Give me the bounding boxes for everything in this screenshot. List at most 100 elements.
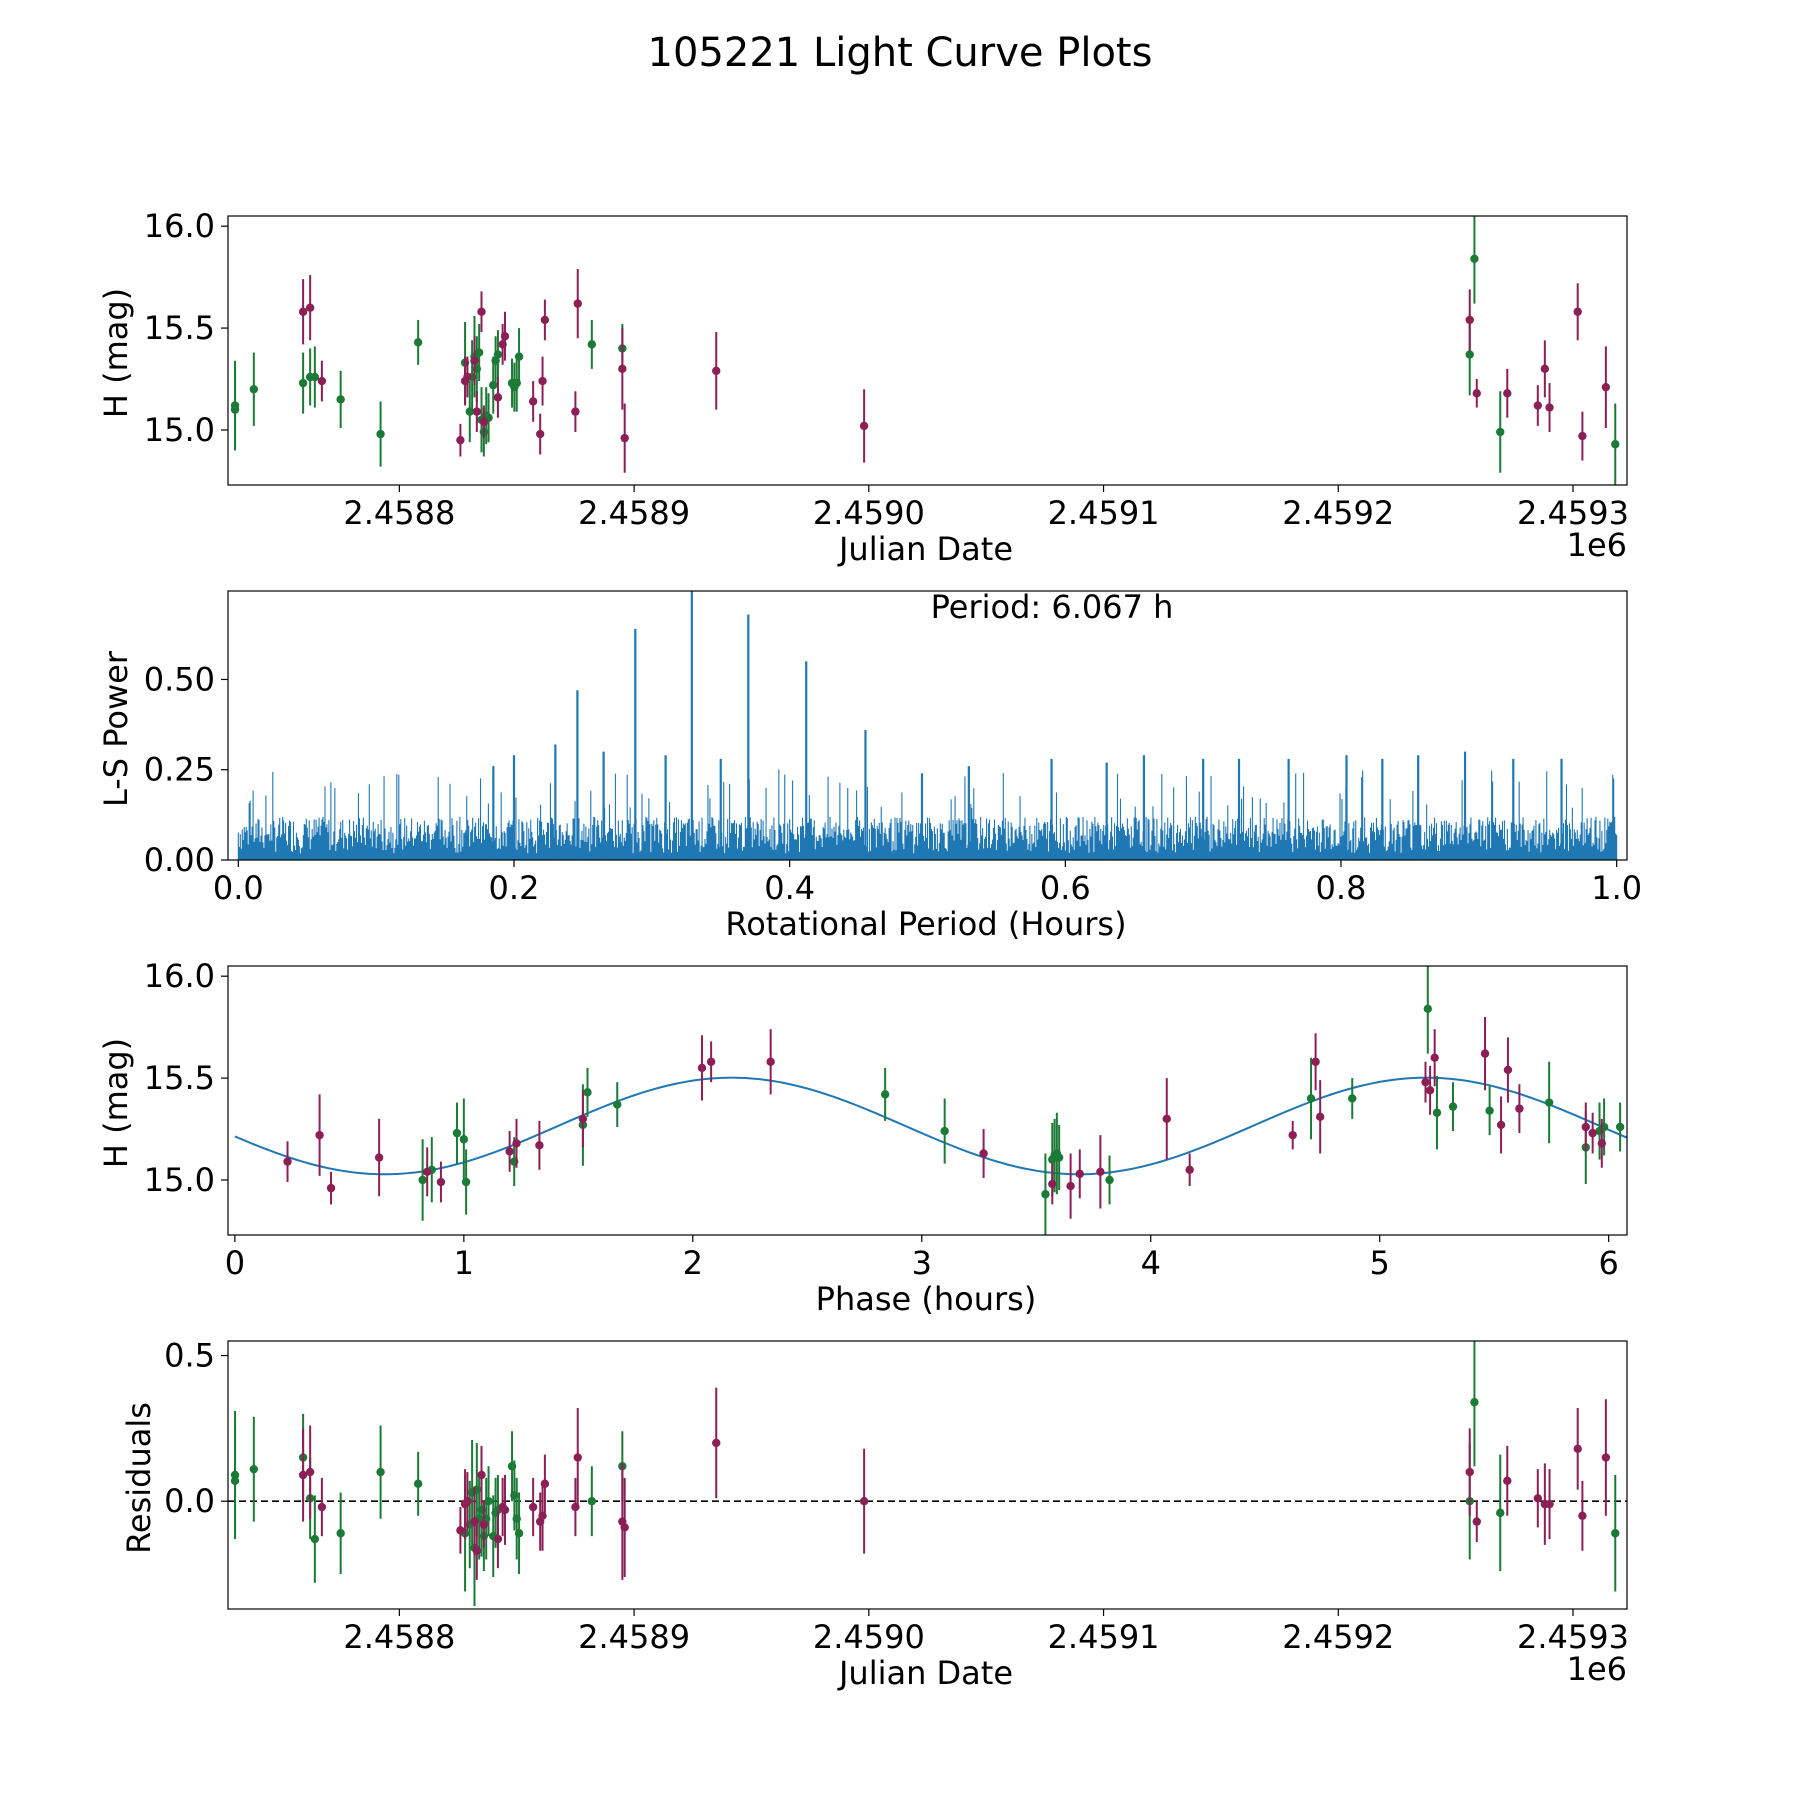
- phased-group_b-point: [1075, 1169, 1084, 1179]
- residuals-y-axis-label: Residuals: [120, 1402, 158, 1554]
- residuals-group_b-point: [528, 1502, 538, 1512]
- phased-group_a-point: [1423, 1004, 1432, 1013]
- raw-group_b-point: [298, 307, 308, 316]
- residuals-group_a-point: [1611, 1529, 1620, 1538]
- phased-group_b-point: [374, 1153, 384, 1162]
- raw-group_a-point: [1496, 427, 1505, 437]
- phased-y-tick-label: 16.0: [144, 957, 215, 995]
- phased-group_a-point: [1306, 1094, 1316, 1103]
- phased-group_b-point: [505, 1147, 514, 1156]
- raw-group_a-point: [310, 372, 320, 382]
- residuals-group_b-point: [1578, 1511, 1587, 1520]
- residuals-group_b-point: [1573, 1444, 1582, 1453]
- raw-group_b-point: [317, 376, 327, 386]
- raw-group_a-point: [230, 405, 240, 414]
- periodogram-axes-frame: [227, 590, 1628, 861]
- phased-x-tick-label: 6: [1599, 1244, 1619, 1282]
- residuals-group_b-point: [712, 1438, 721, 1448]
- phased-group_b-point: [1588, 1128, 1597, 1138]
- periodogram-y-tick-label: 0.25: [144, 751, 215, 789]
- raw-group_b-point: [712, 366, 721, 376]
- phased-group_a-point: [1544, 1098, 1554, 1107]
- periodogram-y-tick-label: 0.00: [144, 841, 215, 879]
- phased-x-tick-label: 0: [225, 1244, 245, 1282]
- phased-x-tick-label: 1: [454, 1244, 474, 1282]
- phased-group_b-point: [436, 1177, 446, 1187]
- raw-group_b-point: [1472, 389, 1481, 398]
- raw-group_b-point: [1503, 389, 1512, 398]
- residuals-x-tick-label: 2.4589: [578, 1618, 690, 1656]
- residuals-group_a-point: [413, 1479, 423, 1488]
- residuals-group_b-point: [1545, 1499, 1554, 1509]
- phased-group_a-point: [1348, 1094, 1357, 1103]
- residuals-group_b-point: [540, 1479, 550, 1488]
- raw-group_b-point: [1533, 401, 1543, 410]
- phased-group_a-point: [613, 1100, 622, 1109]
- phased-group_a-point: [1432, 1108, 1442, 1117]
- periodogram-x-tick-label: 0.8: [1316, 869, 1367, 907]
- residuals-group_b-point: [456, 1526, 465, 1535]
- residuals-group_b-point: [493, 1534, 503, 1544]
- raw-y-tick-label: 15.0: [144, 411, 215, 449]
- phased-x-tick-label: 2: [683, 1244, 703, 1282]
- raw-group_b-point: [472, 407, 482, 416]
- phased-group_b-point: [1185, 1165, 1194, 1174]
- raw-group_b-point: [618, 364, 627, 374]
- raw-group_b-point: [1540, 364, 1550, 374]
- raw-points: [230, 216, 1620, 485]
- phased-group_b-point: [1480, 1049, 1490, 1058]
- residuals-group_b-point: [1533, 1494, 1543, 1503]
- phased-axes-frame: [227, 965, 1628, 1236]
- residuals-y-tick-label: 0.5: [164, 1337, 215, 1375]
- raw-group_b-point: [859, 421, 869, 431]
- raw-y-tick-label: 15.5: [144, 309, 215, 347]
- raw-group_b-point: [1465, 315, 1474, 325]
- raw-x-tick-label: 2.4589: [578, 494, 690, 532]
- phased-group_b-point: [423, 1167, 432, 1177]
- raw-x-offset-label: 1e6: [1567, 526, 1627, 564]
- raw-group_b-point: [305, 303, 315, 312]
- phased-group_b-point: [283, 1157, 292, 1166]
- raw-group_b-point: [571, 407, 580, 416]
- residuals-group_b-point: [1503, 1476, 1512, 1486]
- raw-group_a-point: [298, 378, 308, 388]
- phased-group_b-point: [697, 1063, 707, 1073]
- phased-group_a-point: [1448, 1102, 1458, 1111]
- phased-group_a-point: [1485, 1106, 1494, 1115]
- phased-x-tick-label: 5: [1370, 1244, 1390, 1282]
- phased-group_a-point: [461, 1177, 471, 1187]
- raw-group_b-point: [1573, 307, 1582, 316]
- residuals-group_b-point: [500, 1505, 510, 1515]
- phased-group_b-point: [1288, 1130, 1297, 1140]
- raw-group_b-point: [500, 332, 510, 341]
- periodogram-x-tick-label: 0.6: [1040, 869, 1091, 907]
- periodogram-x-tick-label: 0.4: [764, 869, 815, 907]
- residuals-x-tick-label: 2.4590: [813, 1618, 925, 1656]
- residuals-y-tick-label: 0.0: [164, 1482, 215, 1520]
- residuals-group_b-point: [479, 1520, 489, 1529]
- phased-group_a-point: [583, 1088, 592, 1097]
- phased-group_b-point: [535, 1141, 544, 1150]
- phased-group_a-point: [452, 1128, 462, 1138]
- raw-x-tick-label: 2.4593: [1517, 494, 1629, 532]
- raw-group_b-point: [479, 417, 489, 427]
- raw-group_a-point: [336, 395, 345, 404]
- residuals-axes-frame: [227, 1340, 1628, 1610]
- phased-x-axis-label: Phase (hours): [816, 1280, 1037, 1318]
- residuals-group_b-point: [573, 1453, 582, 1462]
- phased-y-tick-label: 15.0: [144, 1161, 215, 1199]
- phased-group_b-point: [1430, 1053, 1439, 1062]
- raw-group_b-point: [1545, 403, 1554, 412]
- raw-x-tick-label: 2.4590: [813, 494, 925, 532]
- residuals-group_a-point: [587, 1497, 597, 1506]
- phased-group_b-point: [326, 1183, 336, 1193]
- residuals-x-tick-label: 2.4593: [1517, 1618, 1629, 1656]
- residuals-x-tick-label: 2.4588: [343, 1618, 455, 1656]
- phased-group_a-point: [1105, 1175, 1114, 1185]
- phased-group_a-point: [1041, 1190, 1050, 1199]
- phased-group_a-point: [1054, 1153, 1064, 1162]
- periodogram-x-tick-label: 1.0: [1591, 869, 1642, 907]
- phased-group_b-point: [315, 1130, 324, 1140]
- phased-group_b-point: [1581, 1122, 1590, 1132]
- phased-group_a-point: [940, 1126, 949, 1136]
